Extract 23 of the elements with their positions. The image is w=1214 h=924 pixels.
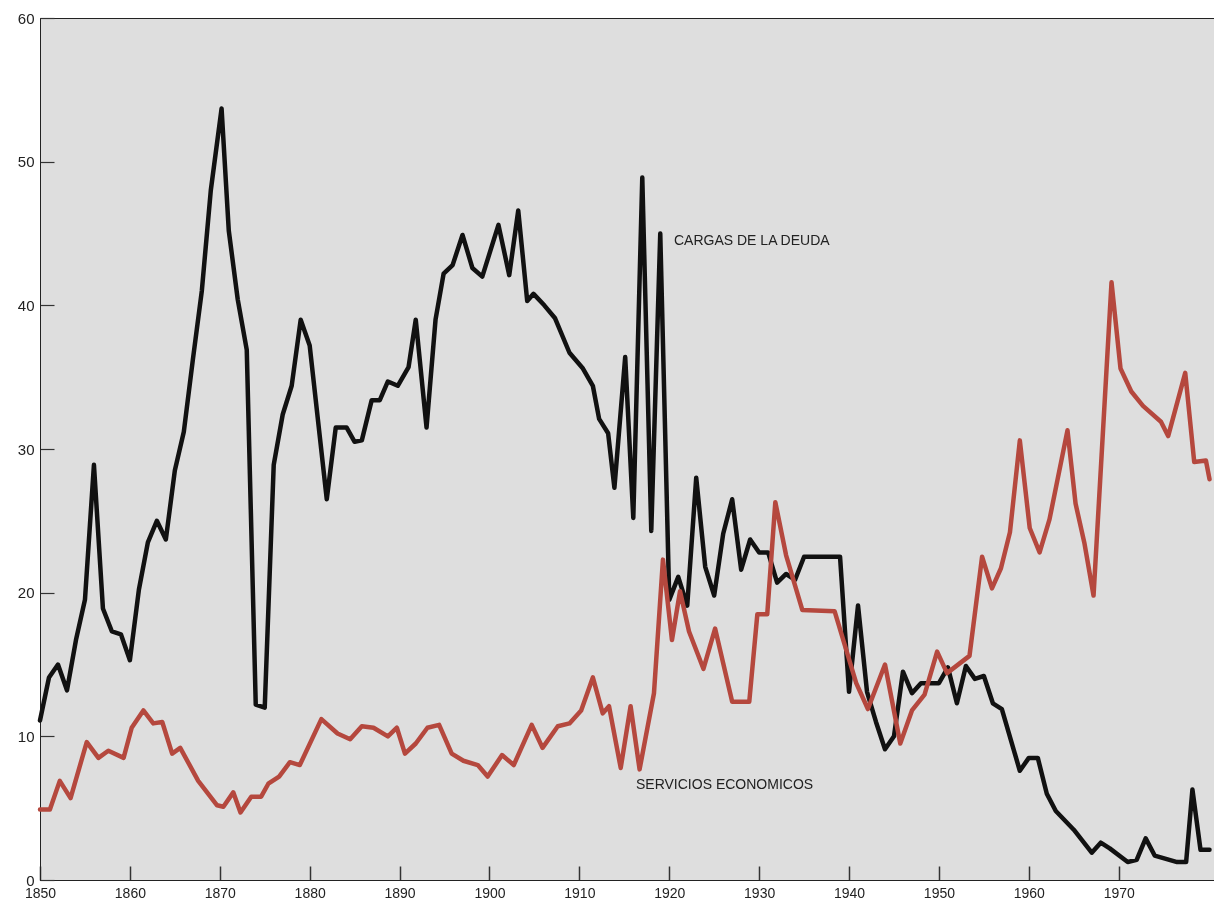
x-tick-label: 1900 xyxy=(474,884,506,901)
y-tick-label: 60 xyxy=(17,9,35,27)
x-tick-label: 1970 xyxy=(1103,884,1135,901)
y-tick-label: 20 xyxy=(17,584,35,602)
y-tick-label: 50 xyxy=(17,153,35,171)
y-tick-label: 10 xyxy=(17,727,35,745)
series-label: CARGAS DE LA DEUDA xyxy=(674,232,831,248)
y-tick-label: 30 xyxy=(17,440,35,458)
x-tick-label: 1860 xyxy=(114,884,147,901)
series-label: SERVICIOS ECONOMICOS xyxy=(636,776,814,792)
x-tick-label: 1920 xyxy=(654,884,686,901)
x-tick-label: 1950 xyxy=(923,884,956,901)
x-tick-label: 1940 xyxy=(833,884,866,901)
y-tick-label: 40 xyxy=(17,296,35,314)
y-tick-label: 0 xyxy=(26,871,35,889)
x-tick-label: 1890 xyxy=(384,884,416,901)
line-series xyxy=(37,106,1212,865)
x-tick-label: 1880 xyxy=(294,884,326,901)
x-tick-label: 1870 xyxy=(204,884,237,901)
line-series xyxy=(37,280,1212,815)
x-tick-label: 1910 xyxy=(564,884,596,901)
x-tick-label: 1930 xyxy=(744,884,776,901)
x-tick-label: 1960 xyxy=(1013,884,1046,901)
